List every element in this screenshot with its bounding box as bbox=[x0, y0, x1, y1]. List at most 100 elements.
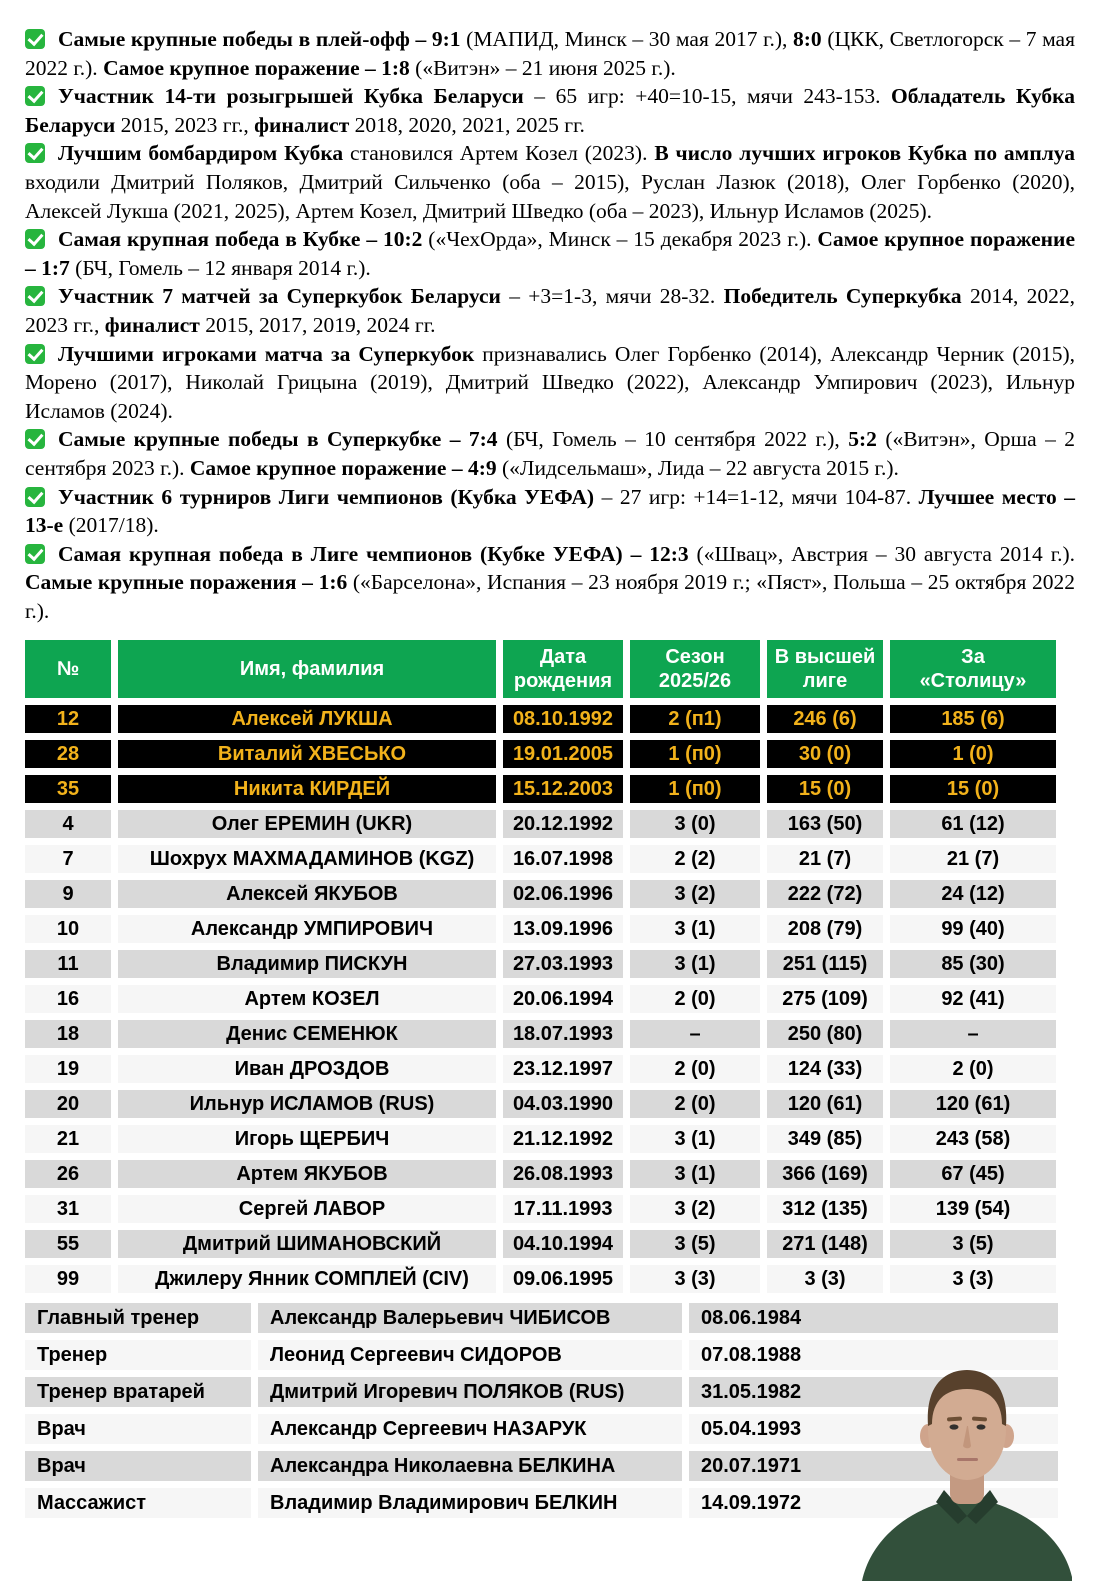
check-icon bbox=[25, 229, 45, 250]
fact-3: Лучшим бомбардиром Кубка становился Арте… bbox=[25, 139, 1075, 225]
fact-text: признавались Олег Горбенко (2014), Алекс… bbox=[25, 341, 1075, 423]
cell: Врач bbox=[25, 1414, 251, 1445]
cell: Александр Валерьевич ЧИБИСОВ bbox=[258, 1303, 682, 1334]
fact-text: 5:2 bbox=[848, 427, 877, 452]
cell: Владимир Владимирович БЕЛКИН bbox=[258, 1488, 682, 1519]
cell: Алексей ЯКУБОВ bbox=[118, 880, 496, 909]
cell: 3 (1) bbox=[630, 1160, 760, 1189]
player-row: 9 Алексей ЯКУБОВ 02.06.1996 3 (2) 222 (72) 24… bbox=[25, 880, 1056, 909]
cell: Массажист bbox=[25, 1488, 251, 1519]
cell: Тренер bbox=[25, 1340, 251, 1371]
fact-text: Самое крупное поражение – 1:8 bbox=[103, 55, 410, 80]
fact-text: Самая крупная победа в Лиге чемпионов (К… bbox=[58, 541, 689, 566]
fact-text: («Витэн», Орша – 2 сентября 2023 г.). bbox=[25, 427, 1075, 480]
player-row: 16 Артем КОЗЕЛ 20.06.1994 2 (0) 275 (109) 92 … bbox=[25, 985, 1056, 1014]
cell: Главный тренер bbox=[25, 1303, 251, 1334]
cell: Дмитрий ШИМАНОВСКИЙ bbox=[118, 1230, 496, 1259]
cell: 61 (12) bbox=[890, 810, 1056, 839]
cell: 9 bbox=[25, 880, 111, 909]
cell: 02.06.1996 bbox=[503, 880, 623, 909]
cell: 3 (1) bbox=[630, 950, 760, 979]
roster-header: Имя, фамилия bbox=[118, 640, 496, 699]
coach-photo bbox=[862, 1366, 1072, 1581]
cell: 246 (6) bbox=[767, 705, 883, 734]
cell: 20.06.1994 bbox=[503, 985, 623, 1014]
player-row: 18 Денис СЕМЕНЮК 18.07.1993–250 (80) – bbox=[25, 1020, 1056, 1049]
cell: 15 (0) bbox=[890, 775, 1056, 804]
cell: Александр Сергеевич НАЗАРУК bbox=[258, 1414, 682, 1445]
cell: 99 (40) bbox=[890, 915, 1056, 944]
goalkeeper-row: 35 Никита КИРДЕЙ 15.12.2003 1 (п0) 15 (0) 15 … bbox=[25, 775, 1056, 804]
check-icon bbox=[25, 429, 45, 450]
cell: 31 bbox=[25, 1195, 111, 1224]
fact-text: 8:0 bbox=[793, 27, 822, 51]
roster-header: № bbox=[25, 640, 111, 699]
player-row: 26 Артем ЯКУБОВ 26.08.1993 3 (1) 366 (169) 67… bbox=[25, 1160, 1056, 1189]
cell: 07.08.1988 bbox=[689, 1340, 1058, 1371]
cell: Никита КИРДЕЙ bbox=[118, 775, 496, 804]
player-row: 21 Игорь ЩЕРБИЧ 21.12.1992 3 (1) 349 (85) 243… bbox=[25, 1125, 1056, 1154]
cell: 10 bbox=[25, 915, 111, 944]
cell: 3 (3) bbox=[767, 1265, 883, 1294]
fact-text: 2015, 2023 гг., bbox=[115, 112, 255, 137]
cell: 366 (169) bbox=[767, 1160, 883, 1189]
cell: Виталий ХВЕСЬКО bbox=[118, 740, 496, 769]
cell: 15 (0) bbox=[767, 775, 883, 804]
check-icon bbox=[25, 486, 45, 507]
player-row: 19 Иван ДРОЗДОВ 23.12.1997 2 (0) 124 (33) 2 (… bbox=[25, 1055, 1056, 1084]
fact-text: («Лидсельмаш», Лида – 22 августа 2015 г.… bbox=[496, 455, 899, 480]
cell: 85 (30) bbox=[890, 950, 1056, 979]
cell: 19 bbox=[25, 1055, 111, 1084]
check-icon bbox=[25, 286, 45, 307]
cell: Артем ЯКУБОВ bbox=[118, 1160, 496, 1189]
cell: 1 (0) bbox=[890, 740, 1056, 769]
fact-text: Победитель Суперкубка bbox=[723, 284, 962, 309]
cell: 18 bbox=[25, 1020, 111, 1049]
cell: 3 (1) bbox=[630, 1125, 760, 1154]
roster-header: Сезон 2025/26 bbox=[630, 640, 760, 699]
cell: 1 (п0) bbox=[630, 740, 760, 769]
cell: 275 (109) bbox=[767, 985, 883, 1014]
cell: 3 (0) bbox=[630, 810, 760, 839]
player-row: 20 Ильнур ИСЛАМОВ (RUS) 04.03.1990 2 (0) 120… bbox=[25, 1090, 1056, 1119]
fact-text: Лучшее место – 13-е bbox=[25, 484, 1076, 538]
roster-table: № Имя, фамилия Дата рождения Сезон 2025/26 В… bbox=[18, 633, 1063, 1300]
fact-text: Участник 7 матчей за Суперкубок Беларуси bbox=[58, 284, 501, 309]
cell: – bbox=[890, 1020, 1056, 1049]
cell: 2 (2) bbox=[630, 845, 760, 874]
cell: 3 (2) bbox=[630, 1195, 760, 1224]
player-row: 99 Джилеру Янник СОМПЛЕЙ (CIV) 09.06.1995 3… bbox=[25, 1265, 1056, 1294]
cell: 2 (0) bbox=[630, 985, 760, 1014]
roster-header: За «Столицу» bbox=[890, 640, 1056, 699]
cell: 3 (3) bbox=[890, 1265, 1056, 1294]
cell: 2 (0) bbox=[630, 1055, 760, 1084]
check-icon bbox=[25, 29, 45, 49]
player-row: 55 Дмитрий ШИМАНОВСКИЙ 04.10.1994 3 (5) 271 … bbox=[25, 1230, 1056, 1259]
fact-4: Самая крупная победа в Кубке – 10:2 («Че… bbox=[25, 225, 1075, 282]
fact-text: Самое крупное поражение – 4:9 bbox=[189, 455, 497, 480]
cell: 3 (1) bbox=[630, 915, 760, 944]
cell: Александра Николаевна БЕЛКИНА bbox=[258, 1451, 682, 1482]
cell: 21 (7) bbox=[890, 845, 1056, 874]
cell: 55 bbox=[25, 1230, 111, 1259]
cell: 251 (115) bbox=[767, 950, 883, 979]
cell: 250 (80) bbox=[767, 1020, 883, 1049]
cell: 21 bbox=[25, 1125, 111, 1154]
cell: 3 (2) bbox=[630, 880, 760, 909]
cell: 3 (3) bbox=[630, 1265, 760, 1294]
fact-9: Самая крупная победа в Лиге чемпионов (К… bbox=[25, 540, 1075, 626]
fact-text: финалист bbox=[104, 312, 200, 337]
fact-text: (БЧ, Гомель – 10 сентября 2022 г.), bbox=[497, 427, 849, 452]
cell: 16 bbox=[25, 985, 111, 1014]
cell: 120 (61) bbox=[890, 1090, 1056, 1119]
cell: 222 (72) bbox=[767, 880, 883, 909]
cell: 20.12.1992 bbox=[503, 810, 623, 839]
cell: Ильнур ИСЛАМОВ (RUS) bbox=[118, 1090, 496, 1119]
fact-text: («ЧехОрда», Минск – 15 декабря 2023 г.). bbox=[422, 227, 818, 252]
cell: 11 bbox=[25, 950, 111, 979]
cell: 1 (п0) bbox=[630, 775, 760, 804]
staff-table: Главный тренер Александр Валерьевич ЧИБИС… bbox=[18, 1296, 1065, 1525]
cell: 23.12.1997 bbox=[503, 1055, 623, 1084]
fact-text: Самое крупное поражение – 1:7 bbox=[25, 227, 1075, 280]
cell: Алексей ЛУКША bbox=[118, 705, 496, 734]
